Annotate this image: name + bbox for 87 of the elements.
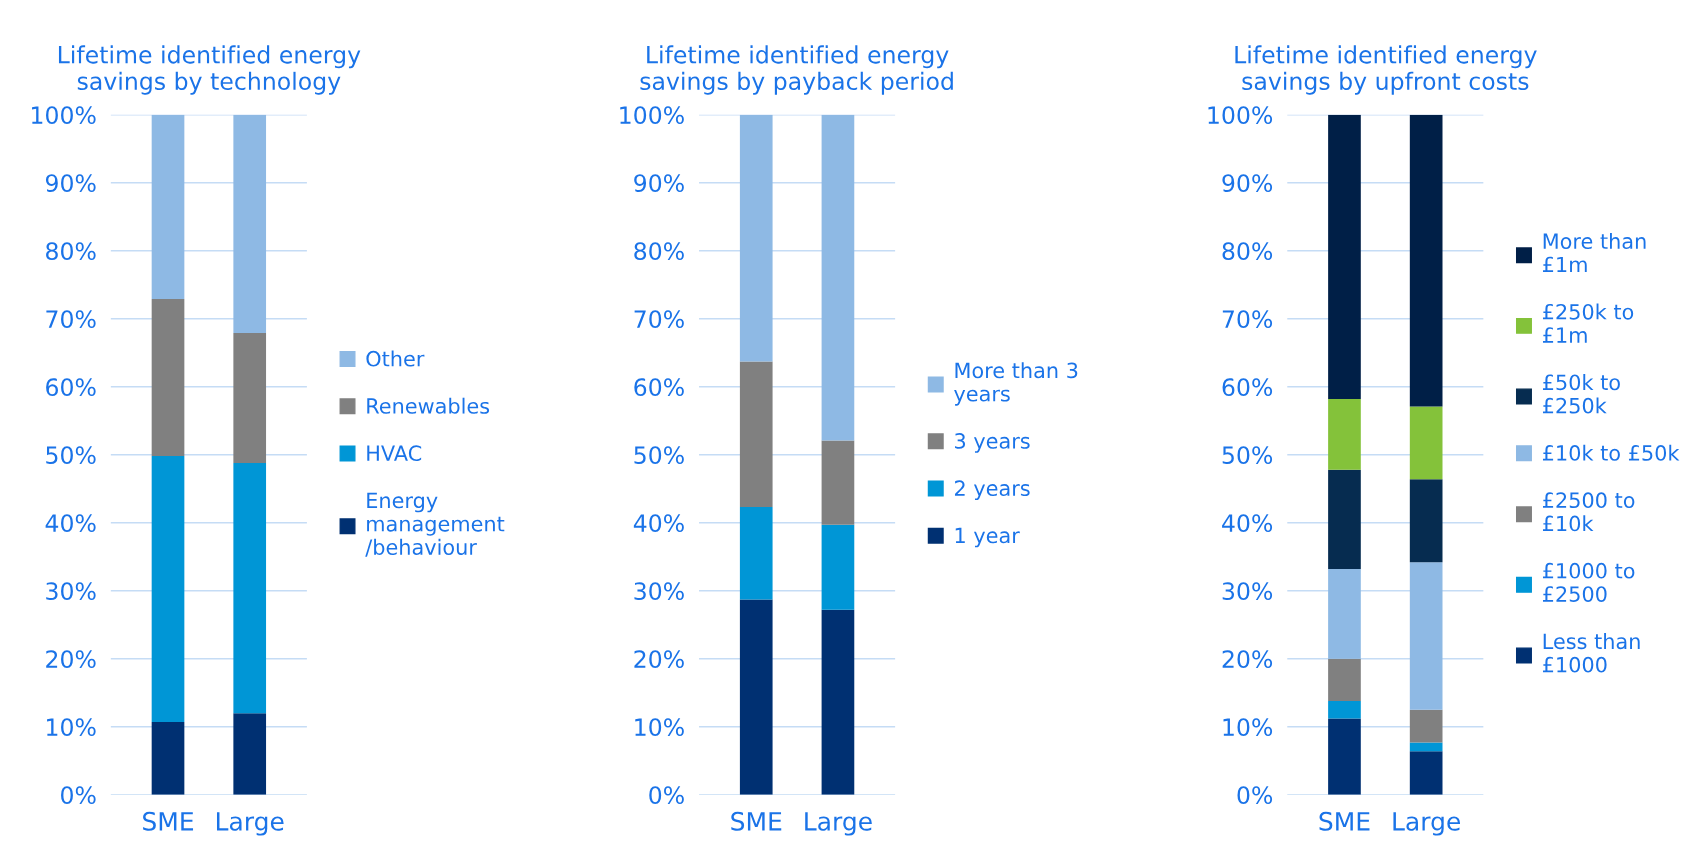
bar (1409, 751, 1443, 795)
y-tick-label: 60% (46, 378, 96, 397)
y-tick-label: 20% (634, 650, 684, 669)
y-tick-label: 30% (46, 582, 96, 601)
legend-label: More than 3 years (954, 362, 1078, 406)
y-tick-label: 40% (1222, 514, 1273, 533)
x-tick-label: SME (1319, 811, 1370, 831)
y-tick-label: 70% (634, 310, 684, 329)
bar (1409, 479, 1443, 563)
bar (1328, 469, 1361, 569)
y-tick-label: 70% (46, 310, 96, 329)
y-tick-label: 100% (32, 106, 96, 125)
bar (1328, 658, 1361, 701)
y-tick-label: 60% (1222, 378, 1273, 397)
y-tick-label: 70% (1222, 310, 1273, 329)
bar (1328, 568, 1361, 659)
bar (233, 114, 267, 334)
bar (233, 333, 267, 463)
y-tick-label: 0% (61, 786, 96, 805)
bar (1328, 700, 1361, 719)
y-tick-label: 80% (1222, 242, 1273, 261)
legend-label: £50k to £250k (1543, 374, 1620, 414)
y-tick-label: 80% (46, 242, 96, 261)
bar (1409, 406, 1443, 480)
x-tick-label: SME (143, 811, 194, 831)
y-tick-label: 10% (635, 718, 684, 737)
legend-label: 1 year (955, 527, 1020, 548)
y-tick-label: 50% (1222, 446, 1273, 465)
legend-label: Other (366, 350, 425, 367)
bar (1328, 718, 1361, 795)
y-tick-label: 30% (634, 582, 684, 601)
y-tick-label: 100% (1208, 106, 1273, 125)
legend-label: £2500 to £10k (1543, 492, 1635, 532)
legend-label: Energy management /behaviour (365, 492, 505, 557)
y-tick-label: 90% (45, 174, 96, 193)
bar (739, 599, 773, 795)
legend-label: Less than £1000 (1543, 633, 1640, 673)
y-tick-label: 100% (620, 106, 684, 125)
y-tick-label: 50% (634, 446, 684, 465)
bar (233, 462, 267, 714)
chart-title: Lifetime identified energy savings by upfront costs (1235, 45, 1537, 95)
legend-label: Renewables (367, 397, 490, 414)
legend-label: £1000 to £2500 (1543, 562, 1635, 602)
y-tick-label: 40% (633, 514, 684, 533)
y-tick-label: 30% (1222, 582, 1273, 601)
y-tick-label: 80% (634, 242, 684, 261)
bar (1328, 114, 1361, 399)
bar (1409, 742, 1443, 752)
bar (1409, 114, 1443, 407)
legend-label: £250k to £1m (1543, 303, 1634, 343)
bar (151, 456, 185, 722)
bar (233, 713, 267, 795)
y-tick-label: 60% (634, 378, 684, 397)
x-tick-label: Large (216, 812, 284, 836)
chart-title: Lifetime identified energy savings by payback period (640, 45, 953, 95)
legend-label: 3 years (955, 433, 1030, 453)
bar (1409, 709, 1443, 743)
y-tick-label: 90% (634, 174, 684, 193)
bar (821, 609, 855, 795)
bar (151, 721, 185, 795)
y-tick-label: 0% (1237, 786, 1273, 805)
x-tick-label: SME (731, 811, 782, 831)
y-tick-label: 20% (46, 650, 96, 669)
bar (151, 299, 185, 457)
bar (739, 507, 773, 600)
y-tick-label: 40% (45, 514, 96, 533)
bar (151, 114, 185, 300)
bar (821, 440, 855, 525)
legend-label: £10k to £50k (1543, 444, 1680, 461)
x-tick-label: Large (1393, 812, 1460, 836)
y-tick-label: 10% (1223, 718, 1273, 737)
y-tick-label: 10% (47, 718, 96, 737)
x-tick-label: Large (805, 812, 872, 836)
bar (1409, 562, 1443, 710)
legend-label: HVAC (367, 445, 422, 462)
legend-label: More than £1m (1543, 232, 1646, 273)
legend-label: 2 years (954, 480, 1030, 501)
bar (739, 361, 773, 508)
y-tick-label: 90% (1222, 174, 1273, 193)
bar (1328, 398, 1361, 470)
y-tick-label: 0% (649, 786, 684, 805)
y-tick-label: 20% (1222, 650, 1273, 669)
chart-title: Lifetime identified energy savings by technology (58, 45, 361, 95)
bar (739, 114, 773, 362)
y-tick-label: 50% (46, 446, 96, 465)
bar (821, 524, 855, 610)
bar (821, 114, 855, 441)
